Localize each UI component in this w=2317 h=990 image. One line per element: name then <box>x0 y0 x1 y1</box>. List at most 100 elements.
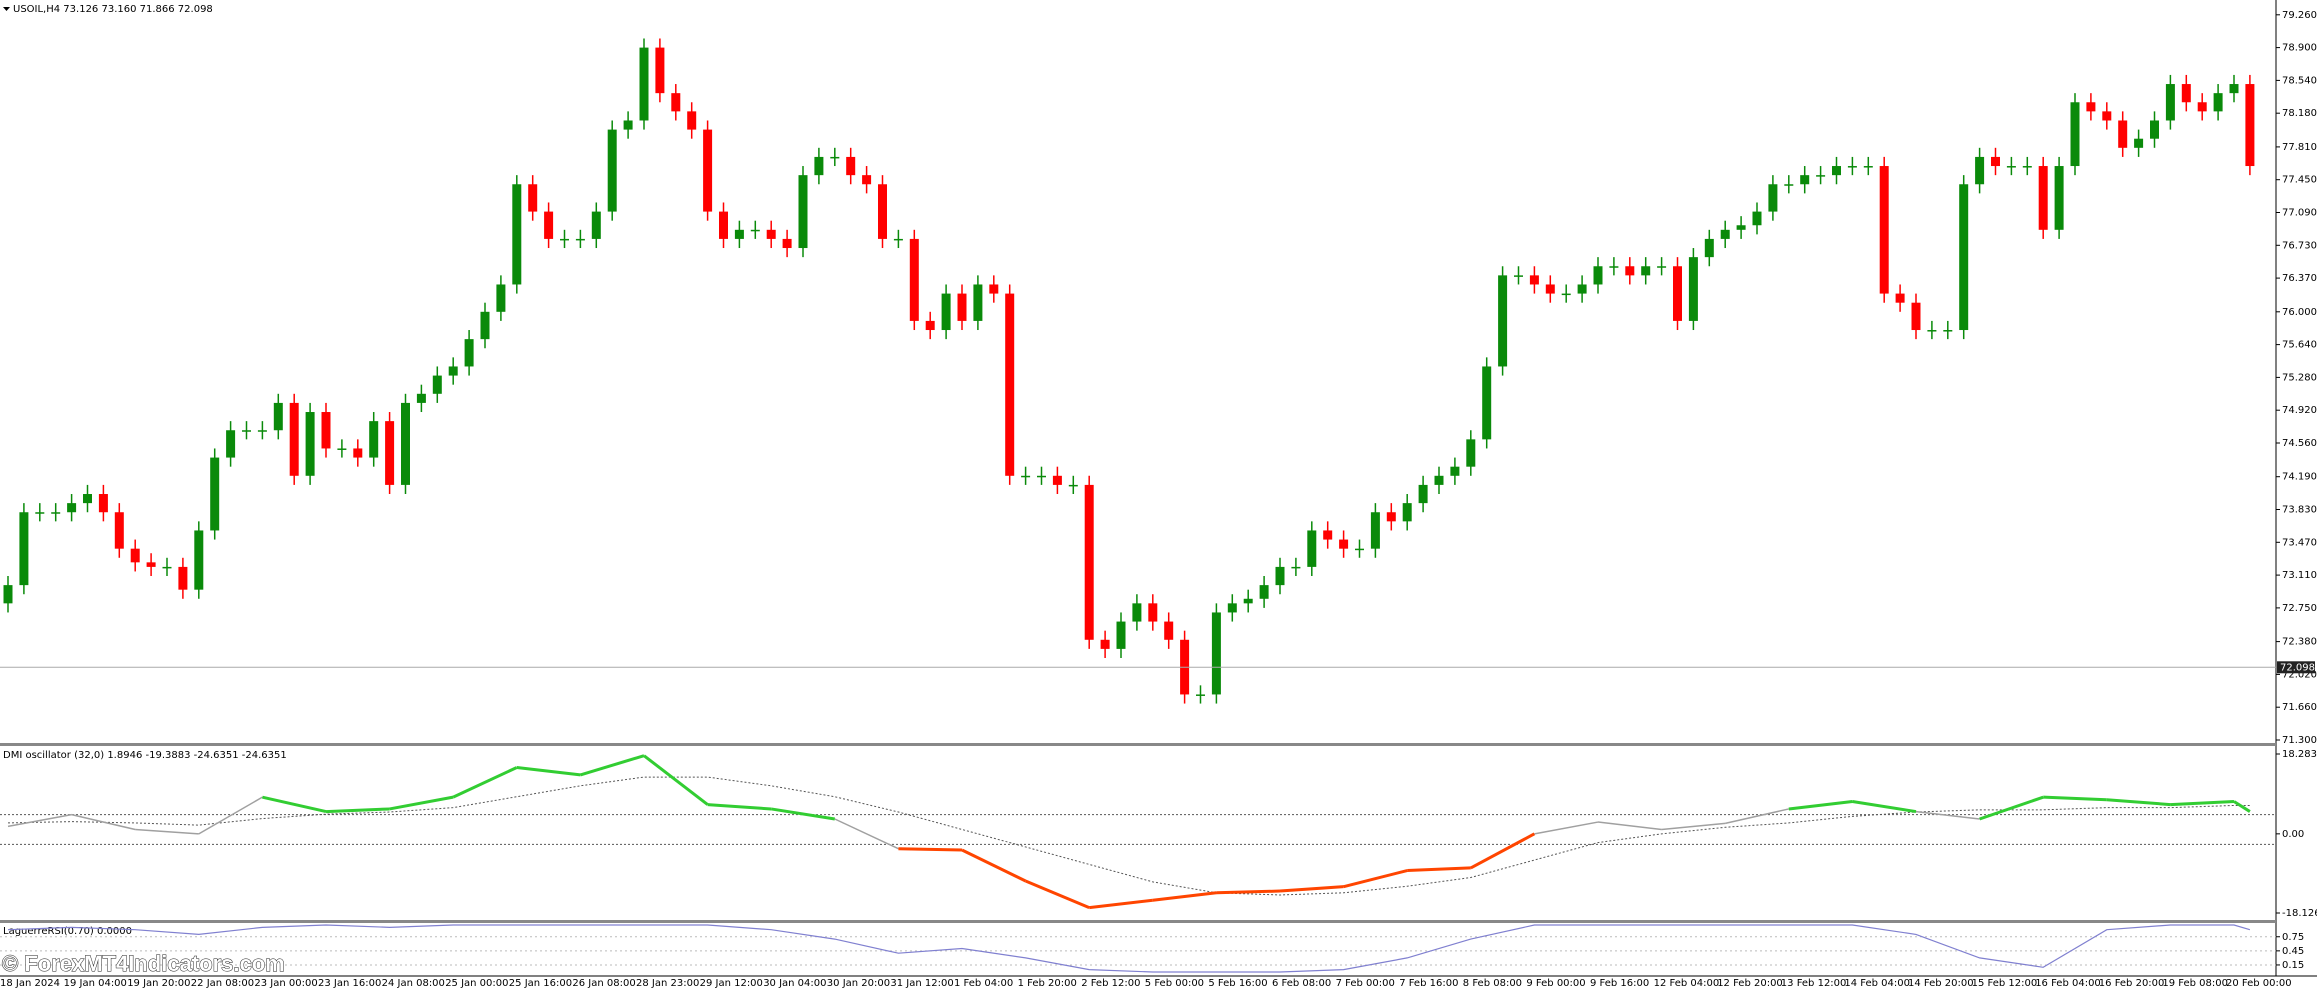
candle-body <box>1259 585 1269 599</box>
candle-body <box>766 229 776 239</box>
candle-body <box>1052 475 1062 485</box>
x-tick-label: 12 Feb 20:00 <box>1717 978 1783 989</box>
x-tick-label: 28 Jan 23:00 <box>636 978 699 989</box>
candle-body <box>1625 266 1635 276</box>
candle-body <box>401 402 410 485</box>
x-tick-label: 14 Feb 04:00 <box>1844 978 1910 989</box>
x-tick-label: 22 Jan 08:00 <box>191 978 254 989</box>
candle-body <box>687 111 697 130</box>
candle-body <box>1784 184 1794 186</box>
oscillator-segment <box>770 807 836 821</box>
oscillator-segment <box>1279 885 1344 893</box>
candle-body <box>1641 266 1651 276</box>
candle-body <box>2054 166 2064 230</box>
oscillator-segment <box>1534 821 1599 835</box>
candle-body <box>1291 566 1301 569</box>
oscillator-segment <box>262 795 327 814</box>
candle-body <box>1879 166 1889 294</box>
oscillator-segment <box>7 813 72 828</box>
candle-body <box>1386 512 1396 522</box>
x-tick-label: 14 Feb 20:00 <box>1908 978 1974 989</box>
candle-body <box>1529 275 1539 285</box>
oscillator-segment <box>2043 795 2107 802</box>
y-tick-label: 74.560 <box>2282 438 2317 449</box>
menu-triangle[interactable] <box>3 7 10 11</box>
candle-body <box>257 430 267 432</box>
candle-body <box>1323 530 1333 540</box>
y-tick-label: 77.810 <box>2282 142 2317 153</box>
oscillator-segment <box>1407 866 1471 873</box>
candle-body <box>1100 639 1110 649</box>
candle-body <box>369 421 379 458</box>
candle-body <box>1768 184 1778 212</box>
oscillator-segment <box>1915 810 1980 820</box>
candle-body <box>671 93 681 112</box>
x-tick-label: 5 Feb 16:00 <box>1208 978 1267 989</box>
candle-body <box>1418 484 1428 504</box>
candle-body <box>2150 120 2159 139</box>
y-tick-label: 73.110 <box>2282 570 2317 581</box>
candle-body <box>1800 175 1810 185</box>
candle-body <box>1116 621 1126 649</box>
oscillator-segment <box>1979 795 2044 821</box>
candle-body <box>146 562 156 567</box>
oscillator-segment <box>71 813 136 831</box>
candle-body <box>19 512 29 586</box>
candle-body <box>1164 621 1174 640</box>
candle-body <box>2213 93 2223 112</box>
candle-body <box>1084 484 1094 640</box>
candle-body <box>1816 175 1826 177</box>
candle-body <box>210 457 220 531</box>
candle-body <box>1370 512 1380 549</box>
x-tick-label: 29 Jan 12:00 <box>700 978 763 989</box>
candle-body <box>2086 102 2096 112</box>
candle-body <box>289 402 299 476</box>
candle-body <box>528 184 538 212</box>
candle-body <box>2038 166 2048 230</box>
candle-body <box>1545 284 1555 294</box>
x-tick-label: 19 Jan 04:00 <box>64 978 127 989</box>
candle-body <box>1037 475 1046 478</box>
candle-body <box>1307 530 1317 567</box>
candle-body <box>353 448 363 458</box>
candle-body <box>591 211 601 239</box>
candle-body <box>305 412 315 476</box>
oscillator-segment <box>961 848 1027 883</box>
candle-body <box>1657 266 1667 268</box>
candle-body <box>1402 503 1412 522</box>
candle-body <box>734 229 744 239</box>
candle-body <box>1466 439 1476 467</box>
candle-body <box>51 512 61 514</box>
candle-body <box>1832 166 1841 176</box>
y-tick-label: 73.830 <box>2282 505 2317 516</box>
candle-body <box>862 175 872 185</box>
x-tick-label: 9 Feb 00:00 <box>1526 978 1585 989</box>
candle-body <box>1196 694 1205 696</box>
candle-body <box>2229 84 2239 94</box>
candle-body <box>989 284 999 294</box>
y-tick-label: 74.190 <box>2282 472 2317 483</box>
candle-body <box>480 311 490 340</box>
candle-body <box>1068 484 1078 487</box>
x-tick-label: 30 Jan 20:00 <box>827 978 890 989</box>
candle-body <box>1959 184 1969 331</box>
candle-body <box>703 129 713 212</box>
candle-body <box>1450 466 1460 476</box>
oscillator-segment <box>1661 822 1726 831</box>
candle-body <box>1482 366 1492 440</box>
oscillator-segment <box>643 754 709 806</box>
oscillator-segment <box>1852 800 1917 814</box>
candle-body <box>1498 275 1508 367</box>
oscillator-segment <box>1343 869 1408 889</box>
oscillator-segment <box>1597 821 1662 831</box>
candle-body <box>544 211 554 239</box>
candle-body <box>194 530 204 590</box>
candle-body <box>1943 330 1953 332</box>
candle-body <box>83 494 92 504</box>
candle-body <box>114 512 124 549</box>
candle-body <box>925 320 935 331</box>
candle-body <box>2245 84 2255 167</box>
dmi-title: DMI oscillator (32,0) 1.8946 -19.3883 -2… <box>3 750 287 761</box>
candle-body <box>750 229 760 232</box>
